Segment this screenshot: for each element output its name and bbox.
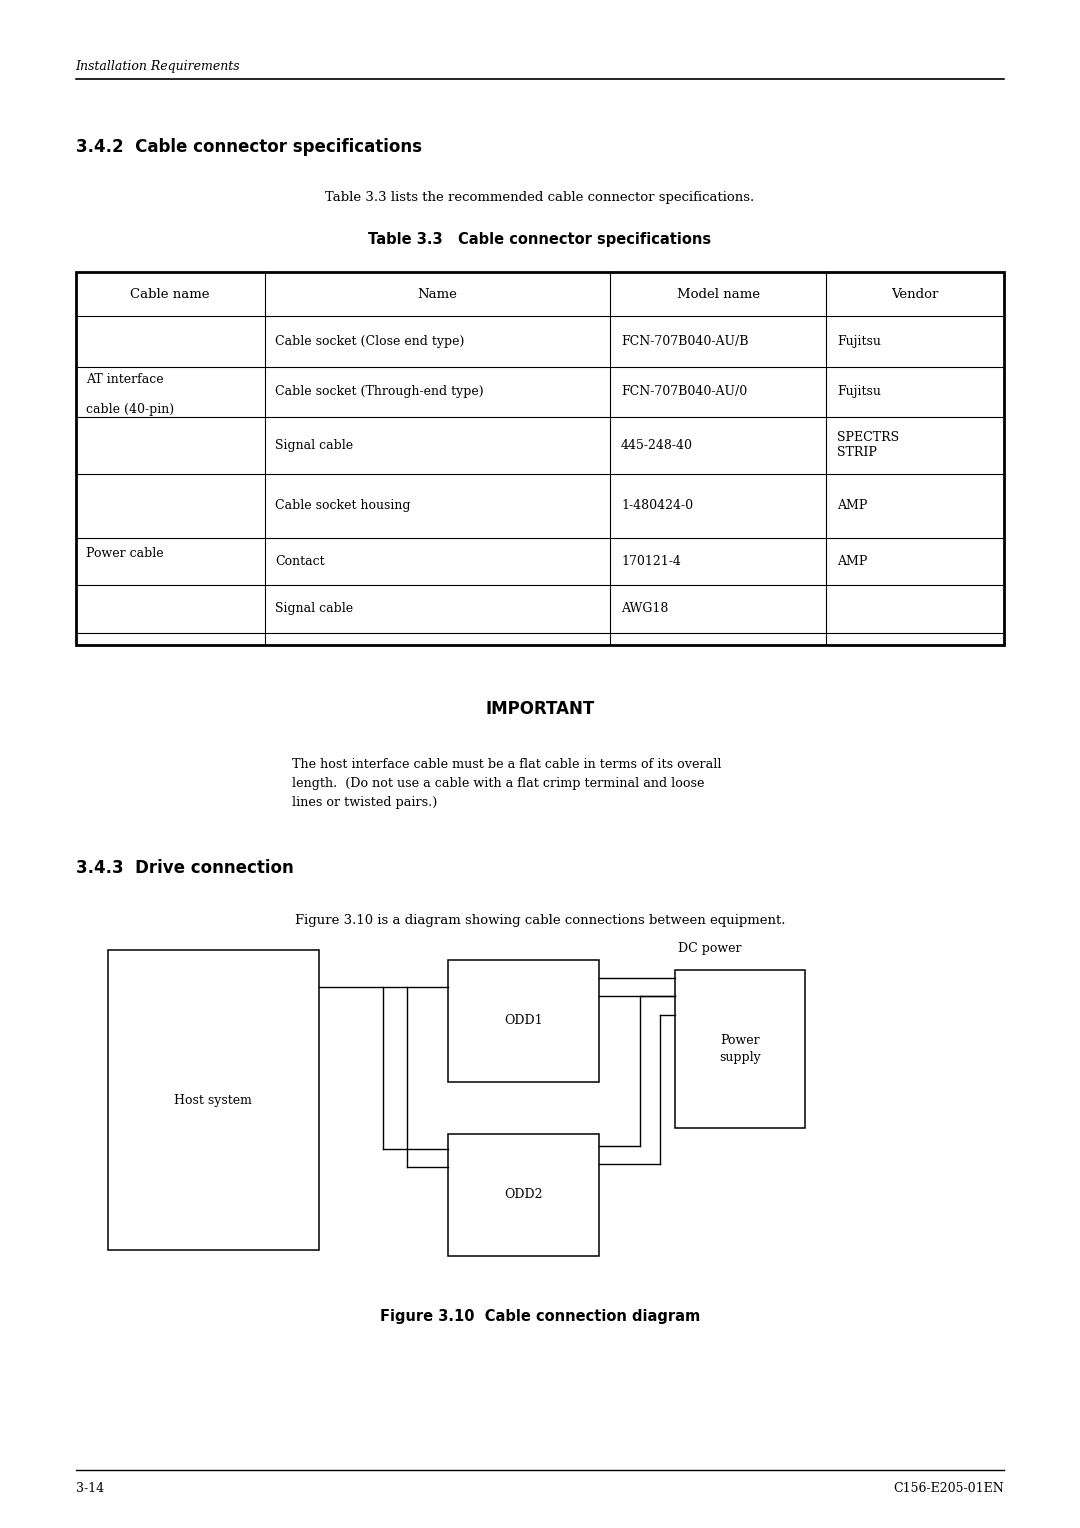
Bar <box>675 970 805 1128</box>
Text: SPECTRS
STRIP: SPECTRS STRIP <box>837 431 900 460</box>
Text: Table 3.3   Cable connector specifications: Table 3.3 Cable connector specifications <box>368 232 712 248</box>
Bar <box>448 960 599 1082</box>
Text: Figure 3.10  Cable connection diagram: Figure 3.10 Cable connection diagram <box>380 1309 700 1325</box>
Text: Cable socket (Close end type): Cable socket (Close end type) <box>275 335 464 348</box>
Text: AT interface

cable (40-pin): AT interface cable (40-pin) <box>86 373 175 417</box>
Text: Power cable: Power cable <box>86 547 164 559</box>
Text: 3.4.2  Cable connector specifications: 3.4.2 Cable connector specifications <box>76 138 421 156</box>
Text: C156-E205-01EN: C156-E205-01EN <box>893 1482 1004 1496</box>
Text: AWG18: AWG18 <box>621 602 669 616</box>
Text: IMPORTANT: IMPORTANT <box>485 700 595 718</box>
Text: DC power: DC power <box>678 941 742 955</box>
Text: AMP: AMP <box>837 555 867 568</box>
Text: The host interface cable must be a flat cable in terms of its overall
length.  (: The host interface cable must be a flat … <box>292 758 721 808</box>
Text: Table 3.3 lists the recommended cable connector specifications.: Table 3.3 lists the recommended cable co… <box>325 191 755 205</box>
Text: Cable name: Cable name <box>131 287 210 301</box>
Text: Contact: Contact <box>275 555 325 568</box>
Text: Vendor: Vendor <box>892 287 939 301</box>
Text: 445-248-40: 445-248-40 <box>621 439 693 452</box>
Text: FCN-707B040-AU/0: FCN-707B040-AU/0 <box>621 385 747 399</box>
Text: ODD2: ODD2 <box>504 1189 543 1201</box>
Text: Name: Name <box>418 287 457 301</box>
Text: Fujitsu: Fujitsu <box>837 335 881 348</box>
Text: Cable socket housing: Cable socket housing <box>275 500 410 512</box>
Text: Figure 3.10 is a diagram showing cable connections between equipment.: Figure 3.10 is a diagram showing cable c… <box>295 914 785 927</box>
Text: Host system: Host system <box>174 1094 253 1106</box>
Text: Cable socket (Through-end type): Cable socket (Through-end type) <box>275 385 484 399</box>
Bar <box>108 950 319 1250</box>
Text: ODD1: ODD1 <box>504 1015 543 1027</box>
Text: Power
supply: Power supply <box>719 1034 760 1063</box>
Bar <box>448 1134 599 1256</box>
Text: FCN-707B040-AU/B: FCN-707B040-AU/B <box>621 335 748 348</box>
Text: 3.4.3  Drive connection: 3.4.3 Drive connection <box>76 859 294 877</box>
Text: Signal cable: Signal cable <box>275 602 353 616</box>
Text: Signal cable: Signal cable <box>275 439 353 452</box>
Text: Model name: Model name <box>677 287 759 301</box>
Text: Installation Requirements: Installation Requirements <box>76 60 240 73</box>
Text: 3-14: 3-14 <box>76 1482 104 1496</box>
Text: 170121-4: 170121-4 <box>621 555 680 568</box>
Text: AMP: AMP <box>837 500 867 512</box>
Bar <box>76 272 1004 645</box>
Text: 1-480424-0: 1-480424-0 <box>621 500 693 512</box>
Text: Fujitsu: Fujitsu <box>837 385 881 399</box>
